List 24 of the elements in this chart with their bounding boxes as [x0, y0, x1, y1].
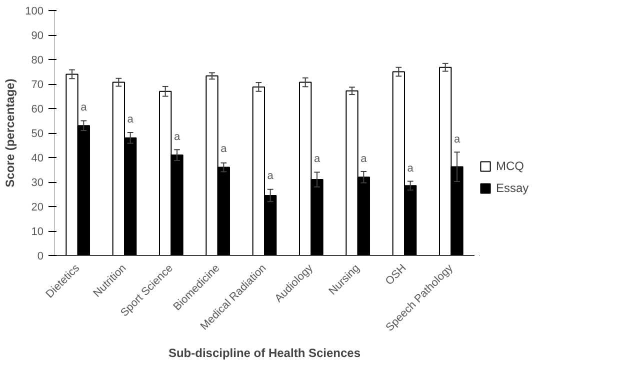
y-tick-label: 90 [31, 30, 44, 42]
y-tick-label: 80 [31, 54, 44, 66]
annotation: a [454, 133, 461, 146]
y-axis-title: Score (percentage) [3, 78, 18, 188]
legend-label: Essay [496, 181, 529, 195]
annotation: a [314, 152, 321, 165]
x-axis-title: Sub-discipline of Health Sciences [168, 346, 361, 360]
legend-label: MCQ [496, 159, 524, 173]
y-tick-label: 10 [31, 226, 44, 238]
y-tick-label: 100 [25, 6, 44, 18]
y-tick-label: 20 [31, 202, 44, 214]
annotation: a [174, 130, 181, 143]
annotation: a [407, 162, 414, 175]
annotation: a [267, 170, 274, 182]
y-tick-label: 60 [31, 104, 44, 116]
annotation: a [127, 114, 134, 126]
y-tick-label: 40 [31, 152, 44, 164]
annotation: a [360, 152, 368, 165]
y-tick-label: 0 [37, 250, 44, 262]
y-tick-label: 50 [31, 128, 44, 140]
y-tick-label: 30 [31, 177, 44, 189]
annotation: a [220, 143, 228, 156]
y-tick-label: 70 [31, 79, 44, 91]
annotation: a [80, 101, 88, 114]
